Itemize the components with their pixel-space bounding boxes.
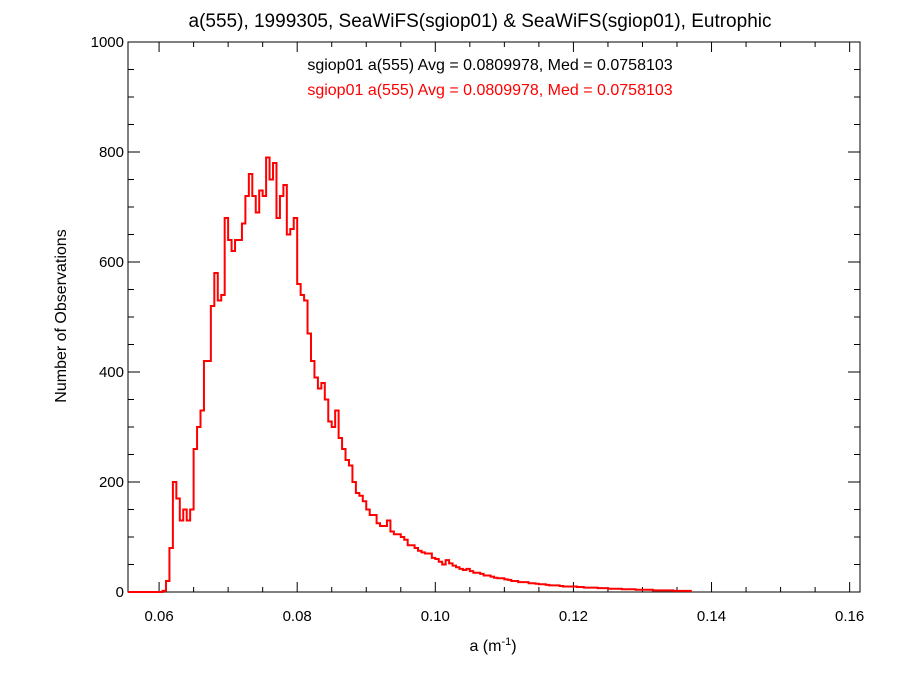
x-tick-label: 0.14	[697, 608, 726, 625]
axes: 0.06 0.08 0.10 0.12 0.14 0.16 0 200 400 600 800 100…	[91, 34, 865, 625]
y-tick-label: 0	[116, 584, 124, 601]
y-tick-label: 600	[99, 254, 124, 271]
annotation-text: sgiop01 a(555) Avg = 0.0809978, Med = 0.…	[307, 57, 672, 74]
y-axis-label: Number of Observations	[53, 229, 70, 402]
x-axis-label-tail: )	[511, 638, 516, 655]
annotations: sgiop01 a(555) Avg = 0.0809978, Med = 0.…	[307, 57, 672, 99]
x-tick-label: 0.08	[283, 608, 312, 625]
annotation-text: sgiop01 a(555) Avg = 0.0809978, Med = 0.…	[307, 82, 672, 99]
y-tick-label: 1000	[91, 34, 124, 51]
chart-title: a(555), 1999305, SeaWiFS(sgiop01) & SeaW…	[189, 11, 772, 32]
x-axis-label: a (m-1)	[469, 636, 516, 655]
x-tick-label: 0.10	[421, 608, 450, 625]
series-layer	[128, 156, 692, 593]
y-tick-label: 800	[99, 144, 124, 161]
x-tick-label: 0.16	[835, 608, 864, 625]
x-axis-label-base: a (m	[469, 638, 501, 655]
y-tick-label: 200	[99, 474, 124, 491]
plot-frame	[127, 41, 861, 593]
y-tick-label: 400	[99, 364, 124, 381]
x-tick-label: 0.06	[144, 608, 173, 625]
x-axis-label-sup: -1	[501, 636, 511, 648]
histogram-series-line	[128, 156, 692, 593]
x-tick-label: 0.12	[559, 608, 588, 625]
